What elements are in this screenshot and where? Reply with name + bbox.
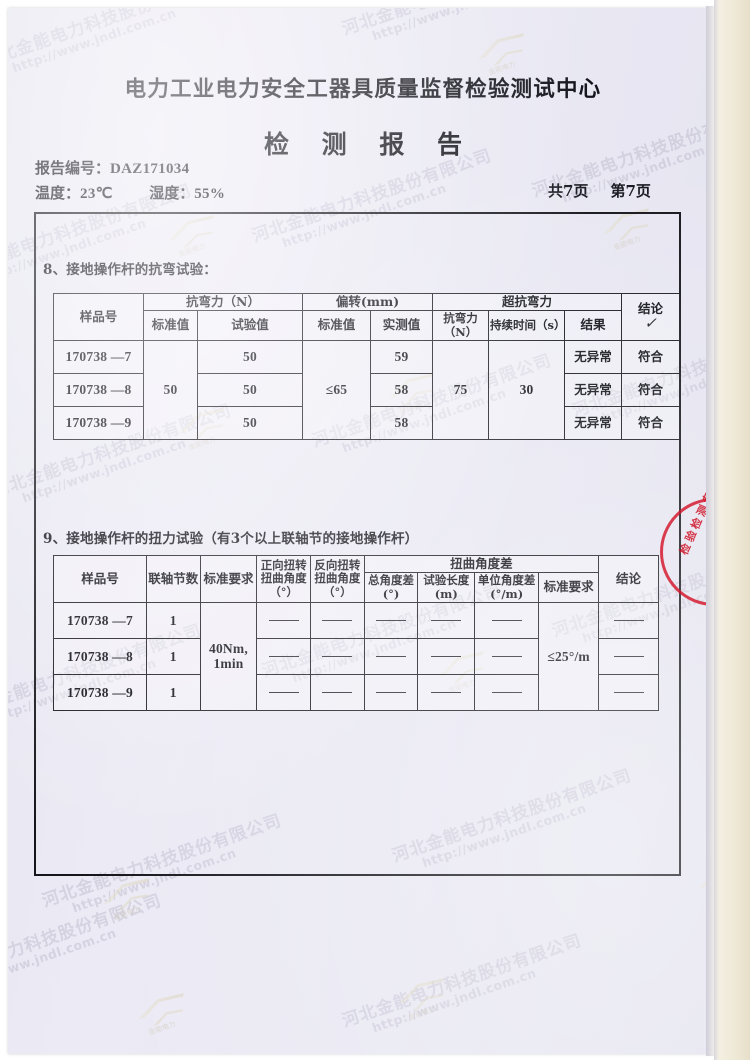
- temperature-value: 23℃: [80, 186, 113, 202]
- th-defl-std: 标准值: [302, 310, 371, 341]
- th-defl-measured: 实测值: [369, 310, 434, 341]
- current-page: 第7页: [610, 182, 651, 200]
- cell-unit-angle: [474, 637, 540, 675]
- th-total-angle: 总角度差(°): [363, 572, 419, 603]
- cell-defl-measured: 58: [369, 405, 434, 440]
- cell-over-force: 75: [432, 339, 490, 440]
- cell-std-req: 40Nm, 1min: [199, 601, 258, 711]
- table-row: 170738 —7 1 40Nm, 1min ≤25°/m: [53, 601, 659, 711]
- report-number-line: 报告编号：DAZ171034: [35, 156, 225, 181]
- content-frame: [34, 212, 681, 876]
- cell-sample: 170738 —8: [53, 372, 144, 407]
- th-bend-std: 标准值: [143, 310, 198, 341]
- table-row: 170738 —9 50 58 无异常 符合: [53, 405, 681, 440]
- table-subheader-row: 总角度差(°) 试验长度(m) 单位角度差(°/m) 标准要求: [54, 572, 659, 603]
- cell-forward-angle: [256, 601, 312, 639]
- report-number-value: DAZ171034: [110, 161, 190, 177]
- organization-title: 电力工业电力安全工器具质量监督检验测试中心: [124, 77, 602, 102]
- cell-std-req-2: ≤25°/m: [538, 601, 600, 711]
- th-conclusion-label: 结论: [638, 300, 664, 316]
- th-std-req-2: 标准要求: [538, 572, 600, 603]
- cell-conclusion: 符合: [621, 372, 681, 407]
- table-row: 170738 —9 1: [53, 673, 659, 711]
- cell-bend-std: 50: [143, 339, 198, 440]
- cell-over-result: 无异常: [564, 339, 623, 374]
- th-sample: 样品号: [53, 293, 144, 341]
- cell-joints: 1: [145, 637, 201, 675]
- total-pages: 共7页: [548, 182, 589, 200]
- table-row: 170738 —8 1: [53, 637, 659, 675]
- humidity-label: 湿度：: [149, 184, 195, 202]
- th-forward-angle: 正向扭转扭曲角度（°）: [256, 555, 312, 603]
- std-req-line-2: 1min: [213, 656, 244, 672]
- report-number-label: 报告编号：: [35, 159, 111, 177]
- report-paper: 河北金能电力科技股份有限公司 http://www.jndl.com.cn 河北…: [8, 8, 718, 1054]
- report-title: 检 测 报 告: [263, 130, 475, 159]
- table-header-row: 样品号 抗弯力（N） 偏转(mm) 超抗弯力 结论 ✓: [53, 292, 681, 341]
- cell-sample: 170738 —7: [53, 601, 147, 639]
- table-row: 170738 —8 50 58 无异常 符合: [53, 372, 681, 407]
- th-deflection-group: 偏转(mm): [301, 292, 434, 312]
- report-meta: 报告编号：DAZ171034 温度：23℃ 湿度：55%: [35, 156, 225, 206]
- section-8-title: 8、接地操作杆的抗弯试验：: [43, 262, 217, 278]
- th-twist-angle-group: 扭曲角度差: [363, 554, 600, 574]
- cell-defl-measured: 58: [369, 372, 434, 407]
- th-over-duration: 持续时间（s）: [488, 310, 566, 341]
- cell-defl-measured: 59: [369, 339, 434, 374]
- temperature-label: 温度：: [35, 184, 81, 202]
- cell-sample: 170738 —8: [53, 637, 147, 675]
- cell-reverse-angle: [310, 601, 365, 639]
- cell-bend-test: 50: [197, 405, 303, 440]
- bend-resistance-test-table: 样品号 抗弯力（N） 偏转(mm) 超抗弯力 结论 ✓ 标准值 试验值 标准值 …: [53, 292, 681, 440]
- humidity-value: 55%: [194, 186, 226, 202]
- cell-joints: 1: [145, 673, 201, 711]
- cell-bend-test: 50: [197, 339, 303, 374]
- table-subheader-row: 标准值 试验值 标准值 实测值 抗弯力（N） 持续时间（s） 结果: [54, 310, 680, 341]
- section-9-title: 9、接地操作杆的扭力试验（有3个以上联轴节的接地操作杆）: [43, 531, 419, 547]
- environment-line: 温度：23℃ 湿度：55%: [35, 181, 225, 206]
- cell-sample: 170738 —9: [53, 673, 147, 711]
- cell-conclusion: [598, 637, 659, 675]
- cell-over-duration: 30: [488, 339, 566, 440]
- cell-conclusion: 符合: [621, 405, 681, 440]
- th-over-result: 结果: [564, 310, 623, 341]
- th-joints: 联轴节数: [145, 555, 201, 603]
- th-reverse-angle: 反向扭转扭曲角度（°）: [310, 555, 365, 603]
- cell-test-length: [417, 637, 476, 675]
- cell-total-angle: [363, 637, 419, 675]
- th-test-length: 试验长度(m): [417, 572, 476, 603]
- torque-test-table: 样品号 联轴节数 标准要求 正向扭转扭曲角度（°） 反向扭转扭曲角度（°） 扭曲…: [53, 554, 659, 711]
- cell-bend-test: 50: [197, 372, 303, 407]
- th-unit-angle: 单位角度差(°/m): [474, 572, 540, 603]
- page-indicator: 共7页 第7页: [548, 180, 651, 201]
- th-bend-test: 试验值: [197, 310, 303, 341]
- cell-total-angle: [363, 673, 419, 711]
- std-req-line-1: 40Nm,: [209, 640, 248, 656]
- cell-reverse-angle: [310, 637, 365, 675]
- conclusion-hand-mark: ✓: [644, 316, 657, 333]
- document-header: 电力工业电力安全工器具质量监督检验测试中心 检 测 报 告: [8, 8, 718, 161]
- table-row: 170738 —7 50 50 ≤65 59 75 30 无异常 符合: [53, 339, 681, 440]
- th-over-bend-group: 超抗弯力: [432, 292, 623, 312]
- paper-edge-shadow: [706, 6, 716, 1056]
- cell-forward-angle: [256, 673, 312, 711]
- table-header-row: 样品号 联轴节数 标准要求 正向扭转扭曲角度（°） 反向扭转扭曲角度（°） 扭曲…: [53, 554, 659, 603]
- cell-sample: 170738 —9: [53, 405, 144, 440]
- cell-conclusion: [598, 673, 659, 711]
- th-conclusion: 结论: [598, 555, 659, 603]
- paper-edge-strip: [714, 0, 750, 1060]
- cell-unit-angle: [474, 673, 540, 711]
